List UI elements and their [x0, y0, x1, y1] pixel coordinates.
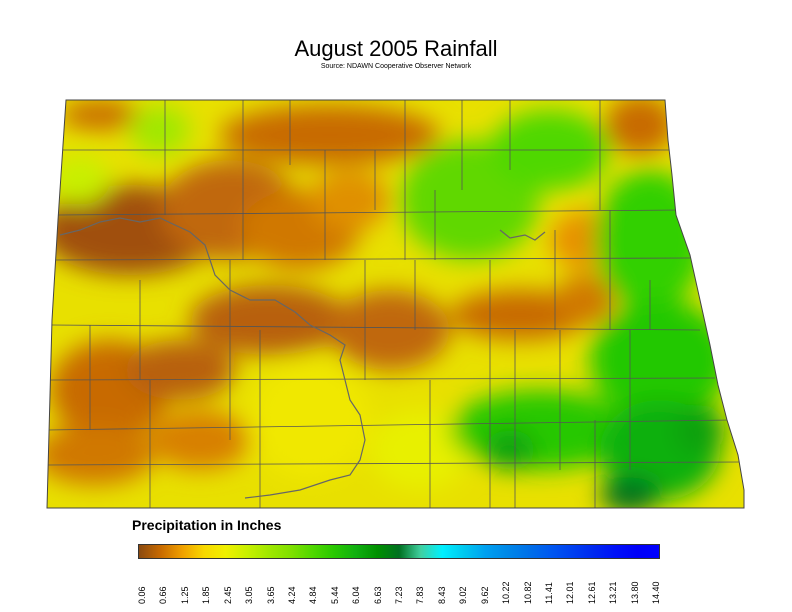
legend-tick-label: 13.80: [629, 581, 640, 604]
precip-field: [47, 100, 744, 508]
legend-tick-label: 12.61: [586, 581, 597, 604]
legend-title: Precipitation in Inches: [132, 517, 282, 533]
legend-tick-label: 12.01: [565, 581, 576, 604]
dry-zone: [555, 275, 615, 325]
legend-tick-label: 7.23: [394, 586, 404, 604]
legend-tick-label: 10.82: [522, 581, 533, 604]
legend-tick-label: 9.62: [479, 586, 490, 604]
wet-zone: [675, 405, 725, 455]
legend-tick-label: 3.05: [244, 586, 255, 604]
wet-zone: [600, 477, 660, 508]
legend-tick-label: 7.83: [415, 586, 426, 604]
dry-zone: [330, 290, 450, 370]
legend-tick-label: 6.04: [351, 586, 362, 604]
dry-zone: [190, 285, 350, 355]
legend-tick-label: 3.65: [265, 586, 276, 604]
legend-tick-label: 6.63: [372, 586, 383, 604]
mid-zone: [250, 360, 370, 480]
legend-tick-label: 0.06: [137, 586, 147, 604]
legend-tick-label: 0.66: [158, 586, 169, 604]
legend-tick-label: 4.24: [286, 586, 297, 604]
legend-tick-label: 11.41: [543, 582, 554, 604]
legend-tick-label: 1.85: [201, 586, 212, 604]
legend-tick-label: 14.40: [651, 581, 661, 604]
map-source: Source: NDAWN Cooperative Observer Netwo…: [320, 63, 472, 70]
legend-tick-label: 9.02: [458, 586, 469, 604]
mid-zone: [130, 105, 190, 155]
legend-tick-label: 1.25: [179, 586, 190, 604]
dry-zone: [150, 410, 250, 470]
dry-zone: [60, 100, 140, 130]
dry-zone: [125, 340, 235, 400]
mid-zone: [50, 155, 110, 205]
dry-zone: [47, 425, 155, 485]
mid-zone: [370, 410, 470, 490]
map-title: August 2005 Rainfall: [294, 36, 498, 61]
legend-tick-label: 13.21: [608, 581, 619, 604]
dry-zone: [310, 170, 390, 230]
legend-tick-label: 8.43: [436, 586, 447, 604]
legend-tick-label: 10.22: [501, 581, 512, 604]
legend-tick-label: 5.44: [329, 586, 340, 604]
legend-tick-label: 4.84: [308, 586, 319, 604]
dry-zone: [220, 105, 440, 165]
county-boundaries: [47, 100, 741, 508]
wet-zone: [485, 430, 535, 470]
state-outline: [46, 99, 745, 509]
dry-zone: [605, 100, 675, 155]
rivers: [59, 217, 546, 499]
legend-color-bar: [138, 544, 660, 559]
legend-tick-label: 2.45: [222, 586, 233, 604]
